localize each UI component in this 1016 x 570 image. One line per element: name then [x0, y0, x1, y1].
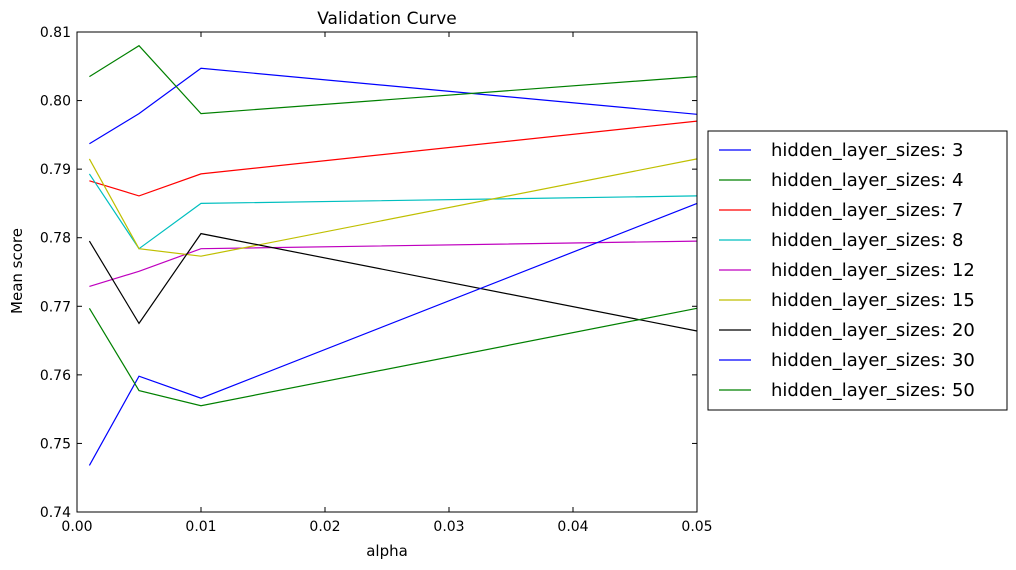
x-tick-label: 0.05	[681, 519, 712, 535]
y-tick-label: 0.76	[40, 368, 71, 384]
legend-label: hidden_layer_sizes: 15	[771, 290, 975, 311]
y-tick-label: 0.74	[40, 505, 71, 521]
series-line	[89, 240, 698, 287]
x-tick-label: 0.04	[557, 519, 588, 535]
x-tick-label: 0.02	[309, 519, 340, 535]
series-line	[89, 44, 698, 115]
legend-label: hidden_layer_sizes: 30	[771, 350, 975, 371]
x-tick-label: 0.03	[433, 519, 464, 535]
x-axis-label: alpha	[366, 542, 408, 560]
chart-title: Validation Curve	[317, 9, 457, 29]
axis-ticks: 0.00 0.01 0.02 0.03 0.04 0.05 0.74 0.75 0.76 0.77…	[40, 25, 713, 535]
legend: hidden_layer_sizes: 3 hidden_layer_sizes:…	[707, 130, 1008, 411]
y-tick-label: 0.78	[40, 231, 71, 247]
legend-label: hidden_layer_sizes: 4	[771, 170, 963, 191]
y-axis-label: Mean score	[8, 228, 26, 314]
legend-label: hidden_layer_sizes: 8	[771, 230, 963, 251]
y-tick-label: 0.75	[40, 436, 71, 452]
series-line	[88, 158, 698, 257]
y-tick-label: 0.79	[40, 162, 71, 178]
legend-box	[707, 130, 1008, 411]
series-line	[88, 307, 698, 407]
series-line	[88, 173, 698, 250]
y-tick-label: 0.77	[40, 299, 71, 315]
plot-frame	[76, 31, 698, 513]
series-line	[89, 120, 698, 197]
legend-label: hidden_layer_sizes: 12	[771, 260, 975, 281]
series-lines	[88, 44, 698, 466]
series-line	[89, 67, 698, 145]
y-tick-label: 0.80	[40, 94, 71, 110]
x-tick-label: 0.01	[185, 519, 216, 535]
legend-label: hidden_layer_sizes: 20	[771, 320, 975, 341]
y-tick-label: 0.81	[40, 25, 71, 41]
series-line	[88, 232, 698, 332]
series-line	[88, 202, 698, 466]
legend-label: hidden_layer_sizes: 7	[771, 200, 963, 221]
legend-label: hidden_layer_sizes: 50	[771, 380, 975, 401]
legend-label: hidden_layer_sizes: 3	[771, 140, 963, 161]
x-tick-label: 0.00	[61, 519, 92, 535]
